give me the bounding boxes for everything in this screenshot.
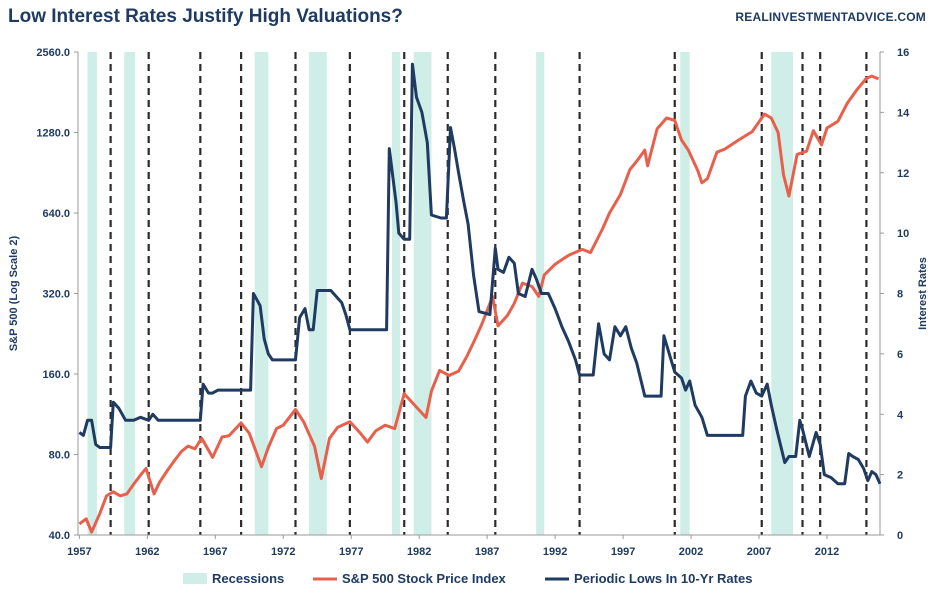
x-tick-label: 1957 — [67, 546, 91, 558]
recession-bands — [87, 52, 794, 535]
y-left-tick-label: 1280.0 — [36, 128, 70, 140]
y-right-tick-label: 12 — [897, 168, 909, 180]
legend-swatch-recessions — [183, 573, 207, 584]
y-left-tick-label: 80.0 — [49, 450, 70, 462]
legend: Recessions S&P 500 Stock Price Index Perio… — [183, 571, 752, 586]
y-left-tick-label: 320.0 — [42, 289, 70, 301]
rates-line — [78, 62, 882, 486]
source-label: REALINVESTMENTADVICE.COM — [735, 10, 926, 24]
recession-band — [254, 52, 269, 535]
y-left-tick-label: 640.0 — [42, 208, 70, 220]
y-right-tick-label: 14 — [897, 107, 910, 119]
y-right-tick-label: 10 — [897, 228, 909, 240]
y-left-axis-label: S&P 500 (Log Scale 2) — [8, 235, 20, 351]
recession-band — [124, 52, 136, 535]
x-tick-label: 2007 — [747, 546, 771, 558]
marker-lines — [109, 52, 868, 535]
x-tick-label: 1962 — [135, 546, 159, 558]
x-tick-label: 2012 — [815, 546, 839, 558]
chart-title: Low Interest Rates Justify High Valuatio… — [8, 6, 403, 27]
y-left-tick-label: 40.0 — [49, 530, 70, 542]
y-right-tick-label: 8 — [897, 289, 903, 301]
y-right-tick-label: 0 — [897, 530, 903, 542]
x-tick-label: 2002 — [679, 546, 703, 558]
recession-band — [771, 52, 794, 535]
x-tick-label: 1977 — [339, 546, 363, 558]
y-left-tick-label: 2560.0 — [36, 47, 70, 59]
y-right-axis-label: Interest Rates — [917, 257, 929, 330]
x-tick-label: 1987 — [475, 546, 499, 558]
legend-label-sp500: S&P 500 Stock Price Index — [342, 571, 507, 586]
x-tick-label: 1982 — [407, 546, 431, 558]
x-tick-label: 1967 — [203, 546, 227, 558]
recession-band — [392, 52, 401, 535]
y-right-tick-label: 6 — [897, 349, 903, 361]
legend-label-rates: Periodic Lows In 10-Yr Rates — [574, 571, 752, 586]
x-tick-label: 1992 — [543, 546, 567, 558]
sp500-line — [78, 74, 880, 534]
x-tick-label: 1997 — [611, 546, 635, 558]
recession-band — [680, 52, 690, 535]
series-lines — [78, 62, 882, 534]
y-left-tick-label: 160.0 — [42, 369, 70, 381]
axes: 40.0 80.0 160.0 320.0 640.0 1280.0 2560.0 0 2 4 6 8… — [8, 47, 929, 558]
legend-label-recessions: Recessions — [212, 571, 284, 586]
y-right-tick-label: 4 — [897, 409, 904, 421]
recession-band — [87, 52, 98, 535]
x-tick-label: 1972 — [271, 546, 295, 558]
y-right-tick-label: 16 — [897, 47, 909, 59]
y-right-tick-label: 2 — [897, 470, 903, 482]
